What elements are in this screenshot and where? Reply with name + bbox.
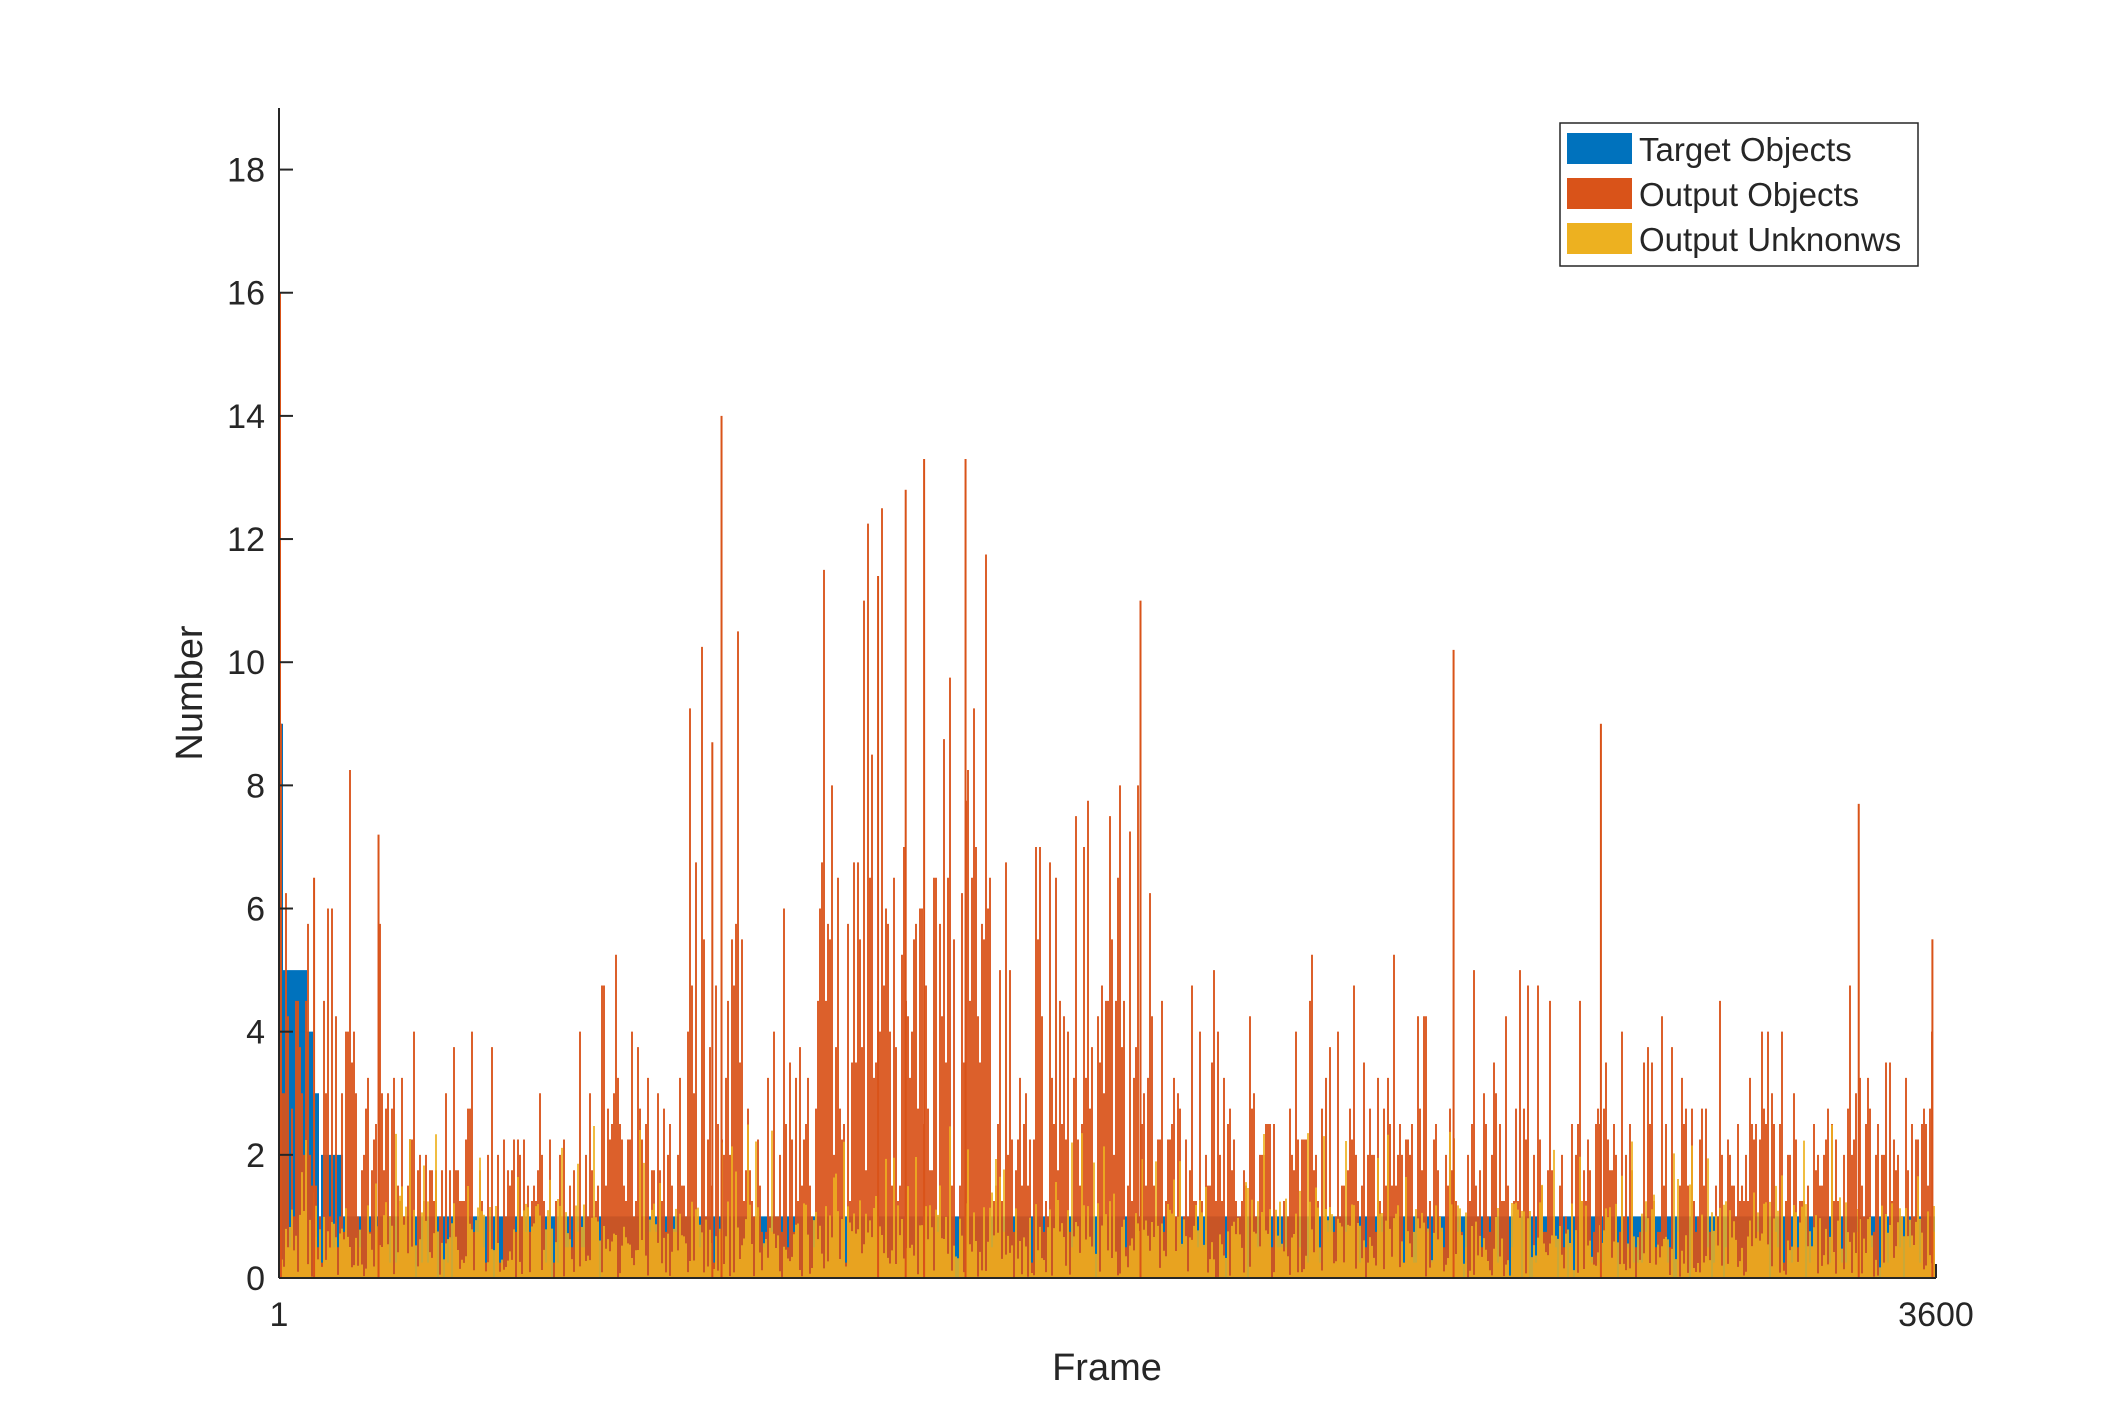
series-output-objects-bars	[279, 508, 1935, 1278]
output-objects-peak-12	[1599, 723, 1602, 1278]
legend-label-target-objects: Target Objects	[1639, 131, 1852, 168]
output-objects-peak-5	[711, 742, 714, 1278]
x-tick-label: 1	[270, 1296, 289, 1334]
output-objects-peak-14	[1931, 939, 1934, 1278]
x-ticks: 1 3600	[270, 1264, 1974, 1334]
bars-layer	[279, 292, 1935, 1279]
output-objects-peak-13	[1857, 803, 1860, 1278]
legend-swatch-output-unknowns	[1567, 223, 1632, 254]
y-tick-label: 4	[246, 1014, 265, 1052]
legend-label-output-objects: Output Objects	[1639, 176, 1859, 213]
y-tick-label: 2	[246, 1137, 265, 1175]
legend-swatch-target-objects	[1567, 133, 1632, 164]
y-ticks: 0 2 4 6 8 10 12 14 16 18	[227, 152, 293, 1298]
output-objects-peak-10	[1139, 600, 1142, 1278]
legend: Target Objects Output Objects Output Unk…	[1559, 122, 1919, 267]
y-tick-label: 16	[227, 275, 265, 313]
y-tick-label: 0	[246, 1260, 265, 1298]
output-objects-peak-4	[720, 415, 723, 1278]
output-objects-peak-2	[313, 877, 316, 1278]
y-tick-label: 8	[246, 767, 265, 805]
output-objects-peak-8	[923, 459, 926, 1278]
y-axis-label: Number	[169, 625, 211, 760]
output-objects-peak-11	[1452, 649, 1455, 1278]
y-tick-label: 6	[246, 891, 265, 929]
output-objects-peak-7	[904, 489, 907, 1279]
legend-swatch-output-objects	[1567, 178, 1632, 209]
x-tick-label: 3600	[1898, 1296, 1974, 1334]
output-objects-peak-3	[377, 834, 380, 1278]
y-tick-label: 12	[227, 521, 265, 559]
y-tick-label: 14	[227, 398, 265, 436]
y-tick-label: 18	[227, 152, 265, 190]
legend-label-output-unknowns: Output Unknonws	[1639, 221, 1901, 258]
output-objects-peak-6	[877, 576, 880, 1278]
output-objects-peak-1	[279, 723, 282, 1278]
output-objects-peak-9	[964, 459, 967, 1278]
axes	[278, 108, 1936, 1279]
series-output-unknowns-bars	[279, 1124, 1935, 1278]
x-axis-label: Frame	[1052, 1347, 1162, 1389]
y-tick-label: 10	[227, 644, 265, 682]
